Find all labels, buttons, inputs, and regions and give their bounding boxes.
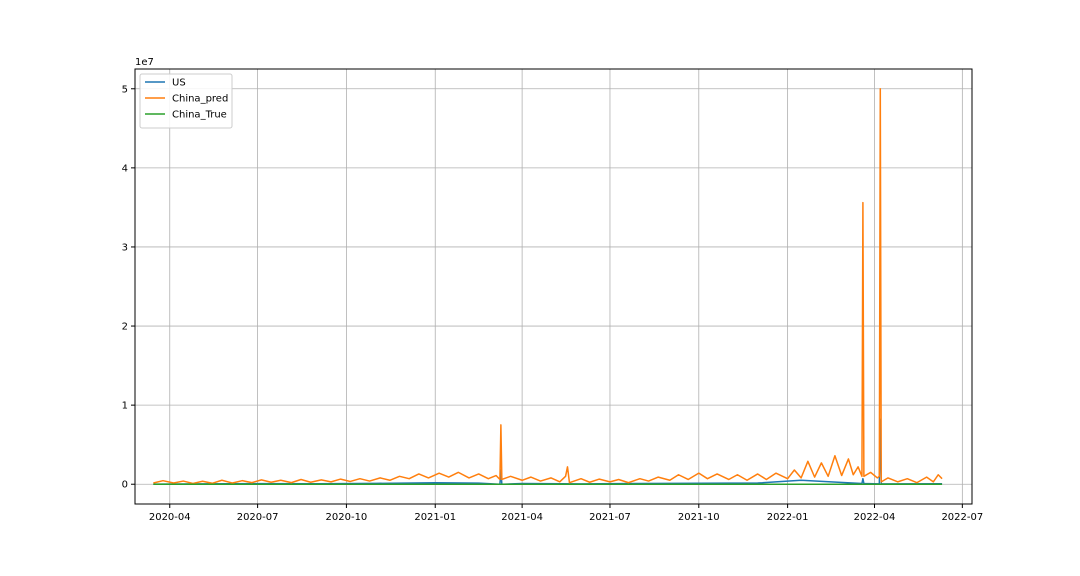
x-tick-label: 2021-07 xyxy=(589,512,631,523)
plot-frame xyxy=(134,68,973,505)
x-tick-label: 2020-04 xyxy=(149,512,191,523)
y-tick-label: 4 xyxy=(122,163,128,174)
grid-lines xyxy=(135,69,972,504)
x-tick-label: 2021-01 xyxy=(414,512,456,523)
y-axis-offset-label: 1e7 xyxy=(135,57,154,68)
y-axis: 0 1 2 3 4 5 xyxy=(122,84,135,491)
x-tick-label: 2022-04 xyxy=(854,512,896,523)
series-layer xyxy=(153,88,943,485)
y-tick-label: 2 xyxy=(122,322,128,333)
y-tick-label: 1 xyxy=(122,401,128,412)
series-line-us xyxy=(153,418,943,485)
legend-label: China_True xyxy=(172,110,227,121)
legend: US China_pred China_True xyxy=(139,73,233,129)
y-tick-label: 3 xyxy=(122,242,128,253)
x-axis: 2020-04 2020-07 2020-10 2021-01 2021-04 2021-… xyxy=(149,504,983,523)
x-tick-label: 2022-01 xyxy=(767,512,809,523)
y-tick-label: 0 xyxy=(122,480,128,491)
x-tick-label: 2020-10 xyxy=(326,512,368,523)
legend-label: US xyxy=(172,78,186,89)
x-tick-label: 2021-10 xyxy=(678,512,720,523)
x-tick-label: 2022-07 xyxy=(941,512,983,523)
series-line-china-pred xyxy=(153,88,943,485)
x-tick-label: 2021-04 xyxy=(501,512,543,523)
legend-label: China_pred xyxy=(172,94,228,105)
y-tick-label: 5 xyxy=(122,84,128,95)
x-tick-label: 2020-07 xyxy=(237,512,279,523)
